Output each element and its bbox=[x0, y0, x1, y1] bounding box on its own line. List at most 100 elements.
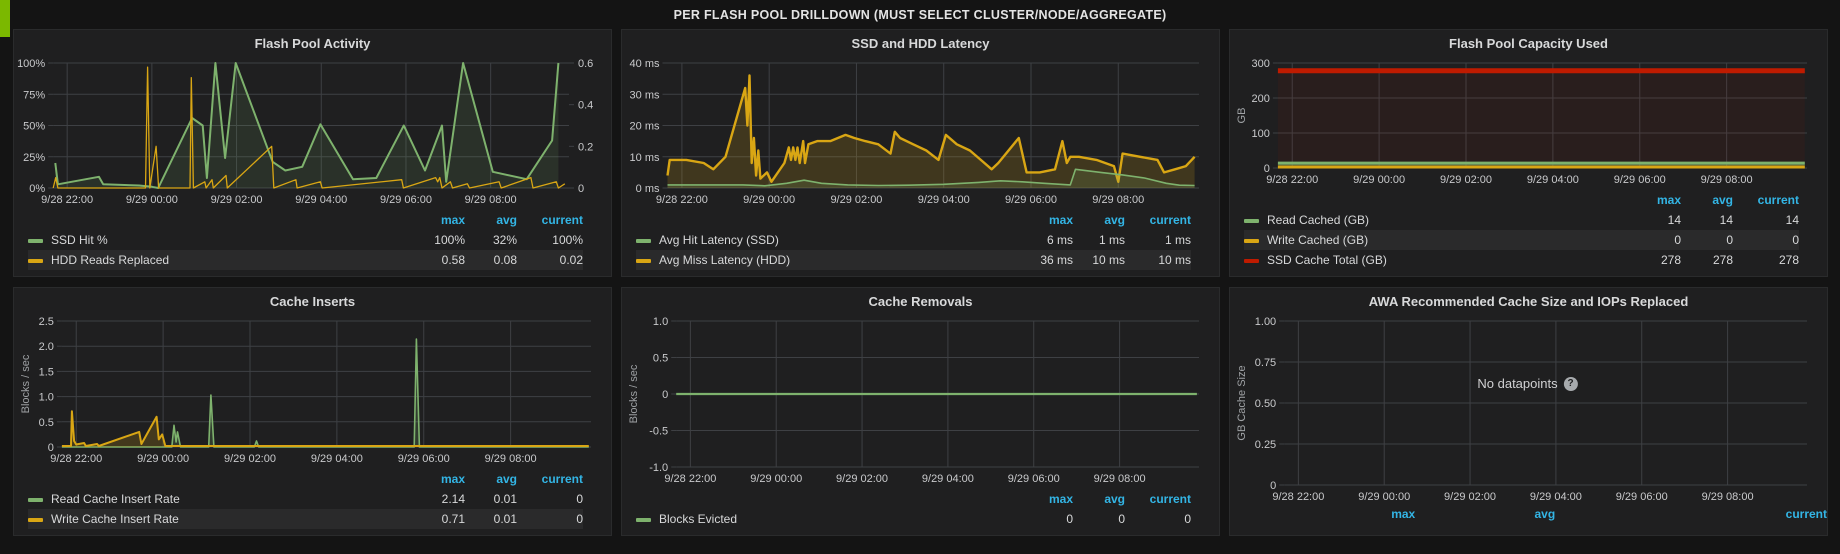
svg-text:9/28 22:00: 9/28 22:00 bbox=[1266, 174, 1318, 186]
svg-text:9/28 22:00: 9/28 22:00 bbox=[1272, 491, 1324, 503]
series-color-dash-icon bbox=[28, 238, 43, 243]
svg-text:200: 200 bbox=[1252, 93, 1270, 105]
legend-header-max[interactable]: max bbox=[440, 472, 465, 486]
legend-header-current[interactable]: current bbox=[1785, 507, 1827, 521]
svg-text:9/28 22:00: 9/28 22:00 bbox=[656, 194, 708, 206]
legend-header-current[interactable]: current bbox=[1149, 213, 1191, 227]
legend-series-label[interactable]: HDD Reads Replaced bbox=[28, 253, 401, 267]
svg-text:9/29 08:00: 9/29 08:00 bbox=[1702, 491, 1754, 503]
svg-text:30 ms: 30 ms bbox=[630, 89, 660, 101]
panel-cache-removals: Cache Removals -1.0 -0.5 0 0.5 1.0 9/28 22:00… bbox=[621, 287, 1220, 536]
legend-header-row: max avg current bbox=[636, 489, 1191, 509]
legend-row: Write Cache Insert Rate 0.71 0.01 0 bbox=[28, 509, 583, 529]
series-color-dash-icon bbox=[636, 517, 651, 522]
time-series-chart[interactable]: 0 100 200 300 9/28 22:00 9/29 00:00 9/29 02:00… bbox=[1234, 55, 1821, 188]
legend-value: 14 bbox=[1719, 213, 1733, 227]
legend-series-label[interactable]: Write Cache Insert Rate bbox=[28, 512, 401, 526]
time-series-chart[interactable]: 0% 25% 50% 75% 100% 9/28 22:00 9/29 00:00 9/29 … bbox=[17, 55, 605, 208]
svg-text:25%: 25% bbox=[23, 152, 45, 164]
series-color-dash-icon bbox=[1244, 238, 1259, 243]
legend-header-avg[interactable]: avg bbox=[1104, 213, 1125, 227]
legend-header-current[interactable]: current bbox=[541, 213, 583, 227]
svg-text:Blocks / sec: Blocks / sec bbox=[20, 354, 32, 413]
svg-text:9/29 04:00: 9/29 04:00 bbox=[311, 453, 363, 465]
svg-text:2.0: 2.0 bbox=[39, 341, 54, 353]
legend-series-label[interactable]: Read Cache Insert Rate bbox=[28, 492, 401, 506]
legend-value: 10 ms bbox=[1158, 253, 1191, 267]
panel-title[interactable]: Flash Pool Activity bbox=[254, 36, 371, 51]
row-collapse-accent[interactable] bbox=[0, 0, 10, 37]
legend-value: 14 bbox=[1785, 213, 1799, 227]
legend-header-avg[interactable]: avg bbox=[1104, 492, 1125, 506]
legend-header-max[interactable]: max bbox=[440, 213, 465, 227]
legend-value: 0.01 bbox=[493, 492, 517, 506]
legend-header-avg[interactable]: avg bbox=[496, 472, 517, 486]
time-series-chart[interactable]: -1.0 -0.5 0 0.5 1.0 9/28 22:00 9/29 00:00 9/29 … bbox=[626, 313, 1213, 487]
panel-title[interactable]: AWA Recommended Cache Size and IOPs Repl… bbox=[1368, 294, 1689, 309]
chart-area: 0 ms 10 ms 20 ms 30 ms 40 ms 9/28 22:00 9/29 0… bbox=[626, 55, 1213, 208]
legend-value: 0 bbox=[576, 512, 583, 526]
series-color-dash-icon bbox=[28, 497, 43, 502]
dashboard-row-header[interactable]: PER FLASH POOL DRILLDOWN (MUST SELECT CL… bbox=[0, 0, 1840, 29]
legend-series-label[interactable]: Write Cached (GB) bbox=[1244, 233, 1617, 247]
svg-text:9/29 08:00: 9/29 08:00 bbox=[465, 194, 517, 206]
panel-title[interactable]: Cache Removals bbox=[868, 294, 973, 309]
legend: max avg current Read Cache Insert Rate 2.14 0… bbox=[14, 467, 611, 535]
legend-header-max[interactable]: max bbox=[1391, 507, 1416, 521]
svg-text:9/29 04:00: 9/29 04:00 bbox=[922, 473, 974, 485]
legend-value: 0.58 bbox=[441, 253, 465, 267]
svg-text:9/29 02:00: 9/29 02:00 bbox=[1444, 491, 1496, 503]
legend-series-label[interactable]: Avg Hit Latency (SSD) bbox=[636, 233, 1009, 247]
legend-header-avg[interactable]: avg bbox=[1534, 507, 1556, 521]
svg-text:0: 0 bbox=[1270, 480, 1276, 492]
svg-text:9/29 06:00: 9/29 06:00 bbox=[1614, 174, 1666, 186]
svg-text:-1.0: -1.0 bbox=[649, 462, 668, 474]
legend-series-label[interactable]: Avg Miss Latency (HDD) bbox=[636, 253, 1009, 267]
chart-area: -1.0 -0.5 0 0.5 1.0 9/28 22:00 9/29 00:00 9/29 … bbox=[626, 313, 1213, 487]
legend-row: Avg Hit Latency (SSD) 6 ms 1 ms 1 ms bbox=[636, 230, 1191, 250]
svg-text:50%: 50% bbox=[23, 121, 45, 133]
panel-awa-recommended-cache: AWA Recommended Cache Size and IOPs Repl… bbox=[1229, 287, 1828, 536]
panel-title[interactable]: Flash Pool Capacity Used bbox=[1449, 36, 1608, 51]
series-color-dash-icon bbox=[1244, 218, 1259, 223]
svg-text:10 ms: 10 ms bbox=[630, 152, 660, 164]
legend-header-max[interactable]: max bbox=[1048, 213, 1073, 227]
legend-header-current[interactable]: current bbox=[1149, 492, 1191, 506]
legend-row: Write Cached (GB) 0 0 0 bbox=[1244, 230, 1799, 250]
legend-series-label[interactable]: SSD Hit % bbox=[28, 233, 401, 247]
panel-title[interactable]: SSD and HDD Latency bbox=[851, 36, 990, 51]
svg-text:100%: 100% bbox=[17, 58, 45, 70]
svg-text:9/29 06:00: 9/29 06:00 bbox=[1616, 491, 1668, 503]
series-color-dash-icon bbox=[636, 238, 651, 243]
panel-title[interactable]: Cache Inserts bbox=[269, 294, 356, 309]
legend-value: 1 ms bbox=[1164, 233, 1191, 247]
svg-text:9/29 08:00: 9/29 08:00 bbox=[1701, 174, 1753, 186]
legend-value: 14 bbox=[1667, 213, 1681, 227]
legend-header-max[interactable]: max bbox=[1656, 193, 1681, 207]
legend-header-avg[interactable]: avg bbox=[1712, 193, 1733, 207]
svg-text:0.50: 0.50 bbox=[1255, 398, 1276, 410]
svg-text:75%: 75% bbox=[23, 89, 45, 101]
svg-text:9/29 00:00: 9/29 00:00 bbox=[137, 453, 189, 465]
legend-header-avg[interactable]: avg bbox=[496, 213, 517, 227]
legend-value: 100% bbox=[552, 233, 583, 247]
time-series-chart[interactable]: 0 0.5 1.0 1.5 2.0 2.5 9/28 22:00 9/29 00:00 9/29… bbox=[18, 313, 605, 467]
legend-value: 2.14 bbox=[441, 492, 465, 506]
panel-flash-pool-activity: Flash Pool Activity 0% 25% 50% 75% 100% 9/28 … bbox=[13, 29, 612, 277]
legend-value: 278 bbox=[1712, 253, 1733, 267]
legend-header-max[interactable]: max bbox=[1048, 492, 1073, 506]
legend-series-label[interactable]: SSD Cache Total (GB) bbox=[1244, 253, 1617, 267]
legend-value: 36 ms bbox=[1040, 253, 1073, 267]
legend-series-label[interactable]: Read Cached (GB) bbox=[1244, 213, 1617, 227]
svg-text:0: 0 bbox=[48, 442, 54, 454]
help-icon[interactable]: ? bbox=[1563, 376, 1578, 391]
legend-value: 6 ms bbox=[1046, 233, 1073, 247]
legend-header-current[interactable]: current bbox=[1757, 193, 1799, 207]
panel-ssd-hdd-latency: SSD and HDD Latency 0 ms 10 ms 20 ms 30 ms 4… bbox=[621, 29, 1220, 277]
svg-text:9/29 00:00: 9/29 00:00 bbox=[126, 194, 178, 206]
panel-cache-inserts: Cache Inserts 0 0.5 1.0 1.5 2.0 2.5 9/28 22:00… bbox=[13, 287, 612, 536]
time-series-chart[interactable]: 0 ms 10 ms 20 ms 30 ms 40 ms 9/28 22:00 9/29 0… bbox=[626, 55, 1213, 208]
legend-header-current[interactable]: current bbox=[541, 472, 583, 486]
time-series-chart[interactable]: 0 0.25 0.50 0.75 1.00 9/28 22:00 9/29 00:00 9/2… bbox=[1234, 313, 1821, 505]
legend-series-label[interactable]: Blocks Evicted bbox=[636, 512, 1009, 526]
